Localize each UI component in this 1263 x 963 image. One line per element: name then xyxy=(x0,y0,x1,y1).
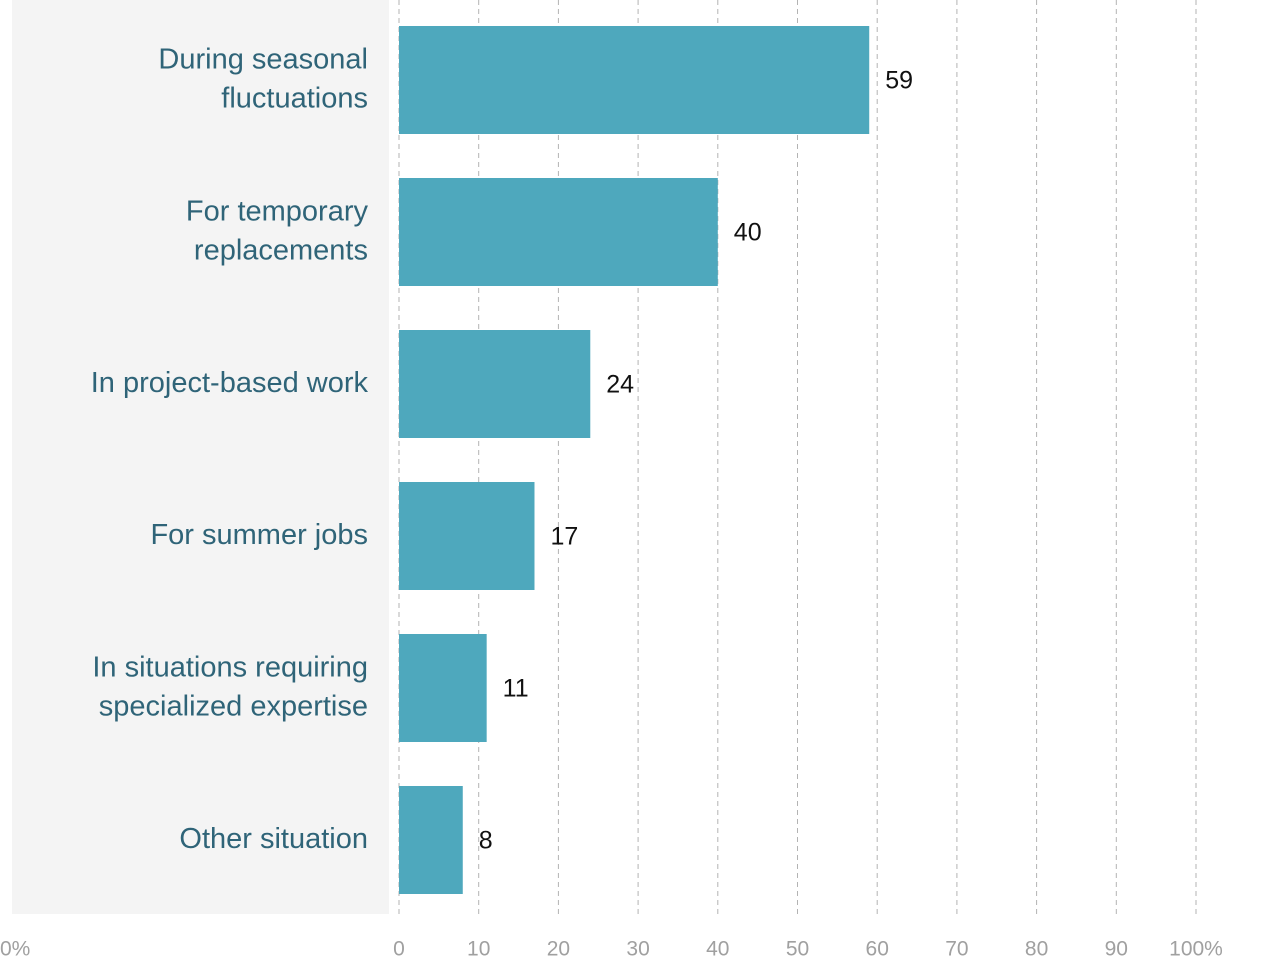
value-label: 40 xyxy=(734,219,762,247)
x-tick-label: 10 xyxy=(467,938,490,961)
value-label: 24 xyxy=(606,371,634,399)
category-label: In situations requiring specialized exper… xyxy=(92,651,368,722)
category-label: For temporary replacements xyxy=(186,195,369,266)
x-tick-label: 80 xyxy=(1025,938,1048,961)
category-label: During seasonal fluctuations xyxy=(158,43,368,114)
value-label: 11 xyxy=(503,675,529,703)
x-tick-label: 50 xyxy=(786,938,809,961)
bar xyxy=(399,786,463,894)
bar xyxy=(399,634,487,742)
category-label: Other situation xyxy=(179,823,368,855)
category-label: In project-based work xyxy=(91,367,369,399)
x-tick-label: 40 xyxy=(706,938,729,961)
x-tick-label: 100% xyxy=(1169,938,1223,961)
bar xyxy=(399,482,535,590)
x-tick-label: 90 xyxy=(1105,938,1128,961)
bar xyxy=(399,330,591,438)
axis-start-label: 0% xyxy=(0,938,30,961)
value-label: 17 xyxy=(550,523,578,551)
value-label: 8 xyxy=(479,827,493,855)
category-label: For summer jobs xyxy=(150,519,368,551)
bar xyxy=(399,26,870,134)
bar xyxy=(399,178,718,286)
x-tick-label: 30 xyxy=(626,938,649,961)
label-panel xyxy=(12,0,389,914)
x-tick-label: 70 xyxy=(945,938,968,961)
x-tick-label: 60 xyxy=(866,938,889,961)
value-label: 59 xyxy=(885,67,913,95)
x-tick-label: 20 xyxy=(547,938,570,961)
x-tick-label: 0 xyxy=(393,938,405,961)
